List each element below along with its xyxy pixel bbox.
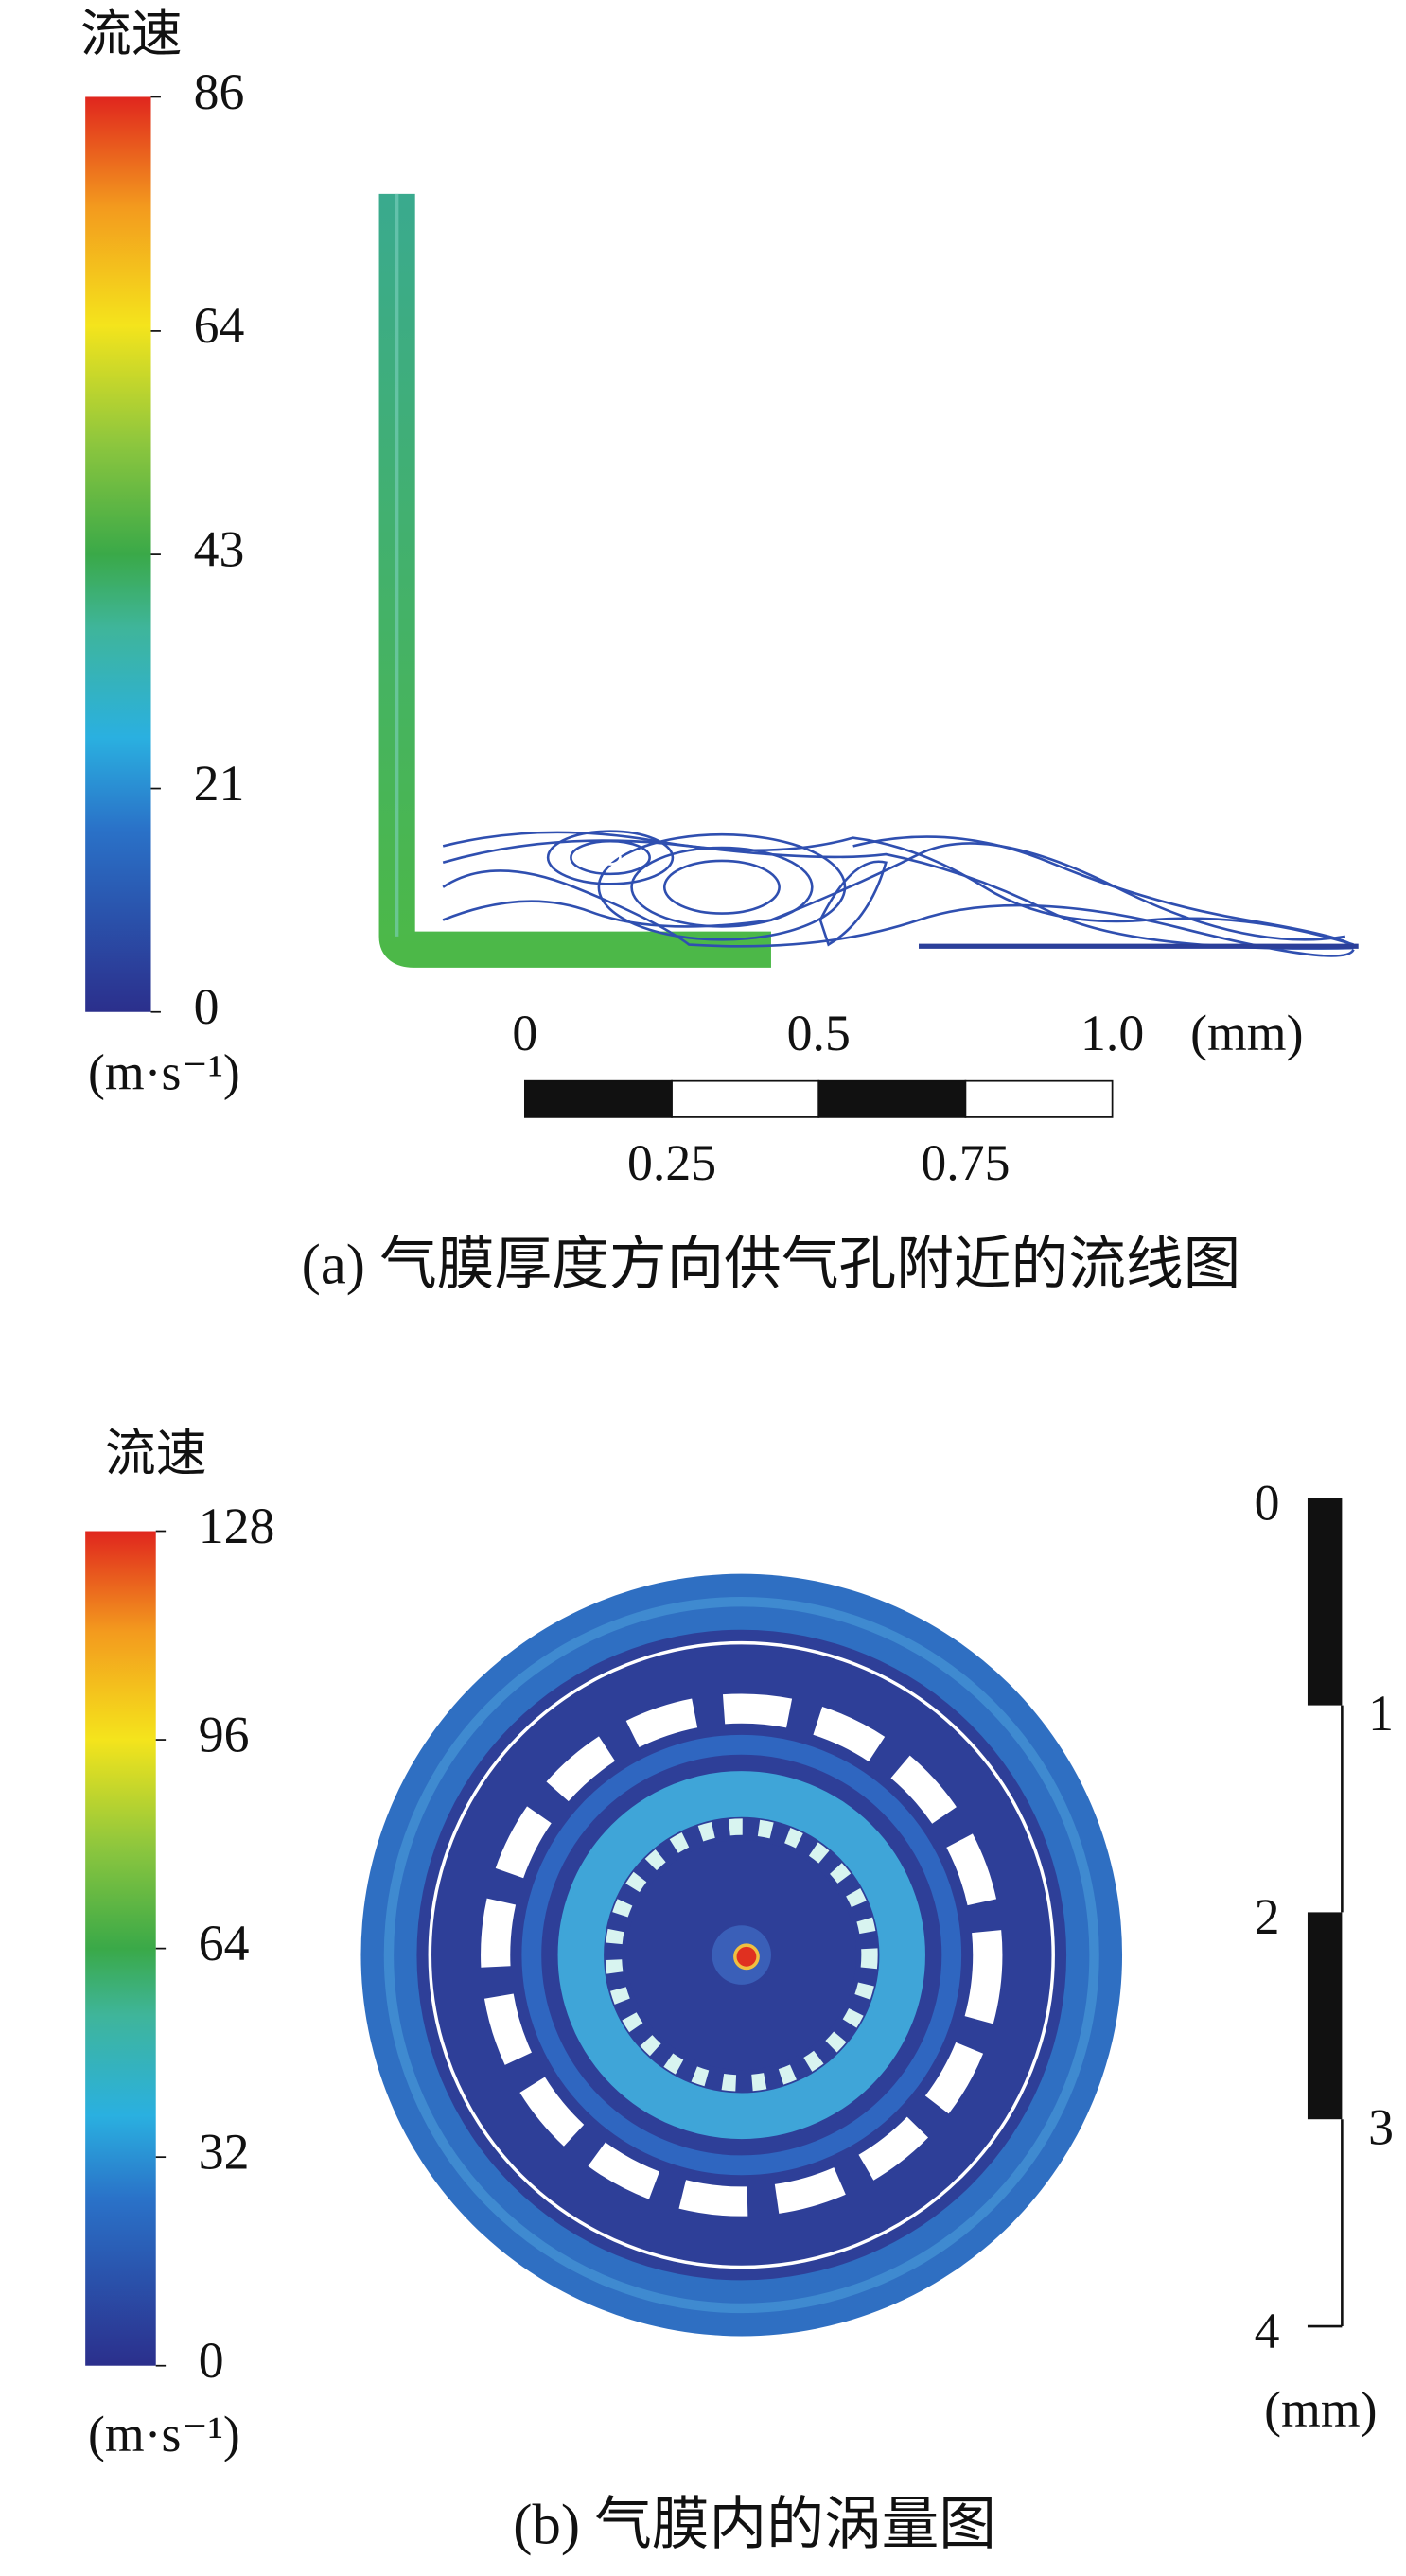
colorbar (85, 1531, 156, 2366)
scale-label: 0 (512, 1005, 537, 1061)
colorbar-tick-label: 21 (194, 755, 245, 812)
caption: (b) 气膜内的涡量图 (513, 2493, 996, 2556)
colorbar (85, 96, 151, 1012)
vortex-image (360, 1573, 1123, 2337)
colorbar-tick-label: 32 (199, 2123, 250, 2180)
scale-label: 4 (1255, 2303, 1280, 2359)
scale-label: 1 (1368, 1685, 1394, 1742)
scale-label: 2 (1255, 1888, 1280, 1945)
colorbar-tick-label: 43 (194, 520, 245, 577)
scale-label: 0.75 (921, 1134, 1010, 1191)
scale-unit: (mm) (1190, 1005, 1303, 1061)
scale-segment (523, 1079, 673, 1118)
colorbar-tick-label: 96 (199, 1706, 250, 1762)
scale-label: 0 (1255, 1475, 1280, 1532)
caption: (a) 气膜厚度方向供气孔附近的流线图 (302, 1233, 1241, 1296)
colorbar-title: 流速 (80, 6, 182, 62)
scale-label: 3 (1368, 2098, 1394, 2155)
scale-segment (964, 1079, 1114, 1118)
scale-label: 1.0 (1081, 1005, 1144, 1061)
colorbar-tick-label: 64 (194, 297, 245, 354)
scale-label: 0.25 (627, 1134, 716, 1191)
colorbar-tick-label: 128 (199, 1498, 275, 1554)
colorbar-title: 流速 (105, 1425, 206, 1481)
streamline-image (378, 193, 1359, 968)
scale-unit: (mm) (1264, 2381, 1377, 2438)
scale-segment (1307, 1498, 1343, 1706)
scale-segment (671, 1079, 820, 1118)
colorbar-unit: (m·s⁻¹) (88, 2406, 240, 2462)
scale-segment (817, 1079, 967, 1118)
colorbar-tick-label: 86 (194, 63, 245, 120)
scale-label: 0.5 (787, 1005, 851, 1061)
colorbar-tick-label: 0 (199, 2332, 224, 2389)
colorbar-tick-label: 64 (199, 1915, 250, 1971)
colorbar-unit: (m·s⁻¹) (88, 1044, 240, 1101)
colorbar-tick-label: 0 (194, 978, 220, 1035)
scale-segment (1307, 1912, 1343, 2120)
